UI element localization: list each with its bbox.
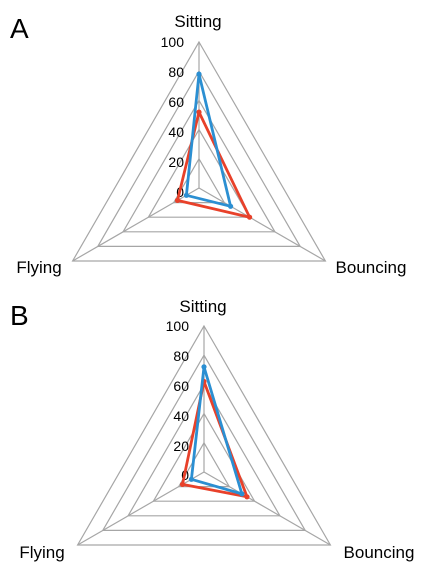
panel-label-b: B (10, 300, 29, 331)
tick-label-80: 80 (168, 64, 184, 80)
grid-ring-60 (127, 383, 281, 517)
grid-ring-80 (101, 354, 307, 532)
grid-ring-40 (152, 412, 256, 502)
series-blue-point-sitting (196, 71, 202, 77)
radial-ticks-a: 0 20 40 60 80 100 (161, 34, 185, 200)
panel-label-a: A (10, 13, 29, 44)
grid-ring-20 (172, 157, 226, 204)
radar-chart-a: A Sitting Bouncing Flying 0 20 40 60 80 … (10, 12, 406, 277)
series-lines-a (174, 71, 253, 220)
radial-ticks-b: 0 20 40 60 80 100 (166, 318, 190, 483)
axis-label-sitting-a: Sitting (174, 12, 221, 31)
series-red-point-flying (179, 481, 186, 487)
series-blue-point-flying (183, 192, 189, 198)
tick-label-100: 100 (166, 318, 190, 334)
grid-ring-20 (177, 441, 231, 488)
series-blue-point-bouncing (239, 491, 245, 497)
tick-label-40: 40 (168, 124, 184, 140)
series-red-point-flying (174, 197, 181, 203)
series-red-point-sitting (196, 109, 202, 115)
series-blue-point-bouncing (228, 203, 234, 209)
axis-label-bouncing-a: Bouncing (336, 258, 407, 277)
tick-label-60: 60 (173, 378, 189, 394)
series-blue-line (184, 72, 233, 208)
axis-label-sitting-b: Sitting (179, 297, 226, 316)
series-lines-b (179, 364, 250, 500)
axis-label-flying-a: Flying (16, 258, 61, 277)
spoke-bouncing (203, 471, 331, 546)
series-red-point-bouncing (247, 214, 253, 220)
series-red-line (176, 110, 252, 219)
grid-ring-60 (122, 99, 276, 233)
series-blue-point-flying (188, 476, 194, 482)
axis-label-bouncing-b: Bouncing (344, 543, 415, 562)
tick-label-100: 100 (161, 34, 185, 50)
grid-ring-100 (71, 40, 327, 262)
tick-label-80: 80 (173, 348, 189, 364)
grid-ring-100 (76, 324, 332, 546)
tick-label-60: 60 (168, 94, 184, 110)
series-blue-point-sitting (201, 364, 207, 370)
grid-ring-40 (147, 128, 251, 218)
axis-label-flying-b: Flying (19, 543, 64, 562)
tick-label-20: 20 (173, 438, 189, 454)
radar-chart-b: B Sitting Bouncing Flying 0 20 40 60 80 … (10, 297, 414, 562)
radar-grid-b (76, 324, 332, 546)
series-blue-line (189, 365, 244, 496)
grid-ring-80 (96, 70, 302, 247)
tick-label-40: 40 (173, 408, 189, 424)
spoke-bouncing (198, 187, 326, 262)
tick-label-20: 20 (168, 154, 184, 170)
series-red-point-bouncing (244, 494, 250, 500)
